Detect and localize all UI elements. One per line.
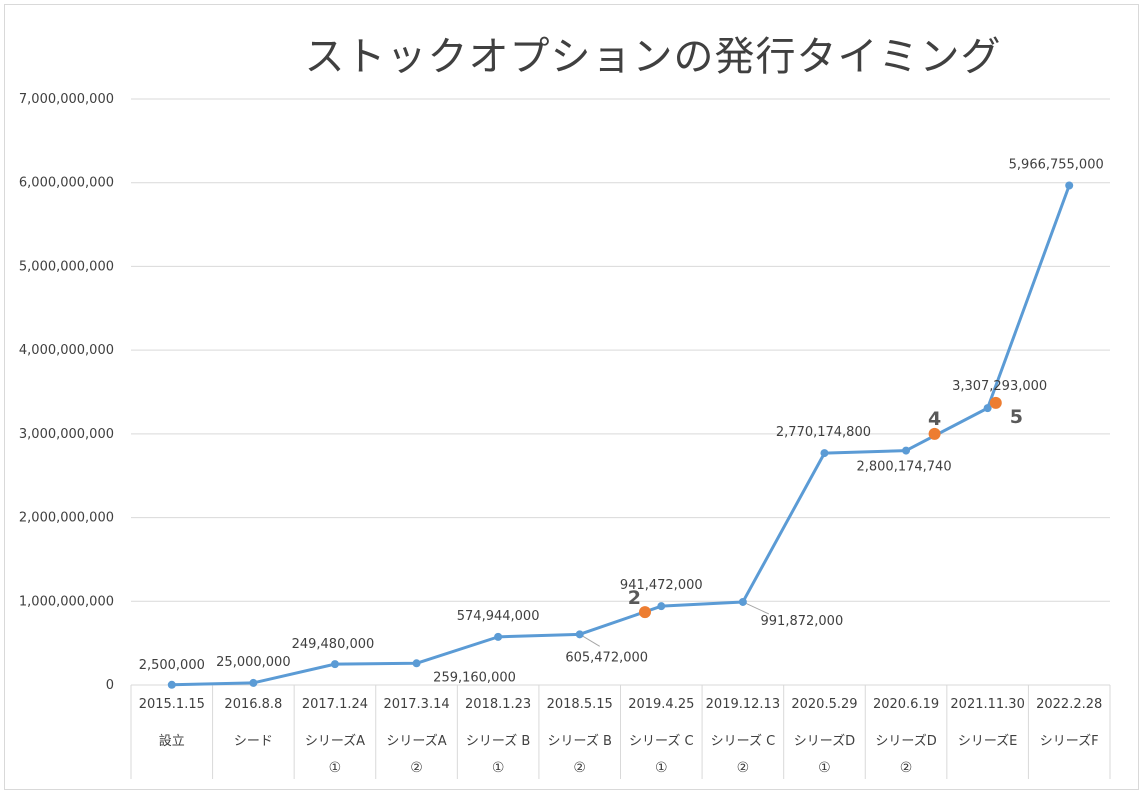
data-label: 259,160,000 (433, 670, 516, 685)
data-point (330, 660, 339, 669)
y-tick-label: 4,000,000,000 (19, 343, 114, 358)
highlight-point (928, 427, 941, 440)
x-tick-round: ② (573, 760, 586, 776)
data-label: 2,770,174,800 (776, 425, 871, 440)
x-tick-date: 2018.1.23 (465, 697, 531, 712)
data-point (412, 659, 421, 668)
x-tick-date: 2021.11.30 (950, 697, 1024, 712)
data-point (575, 630, 584, 639)
data-point (494, 632, 503, 641)
x-tick-series: シリーズD (794, 733, 855, 749)
x-tick-date: 2018.5.15 (547, 697, 613, 712)
highlight-label: 5 (1010, 406, 1023, 428)
chart-frame (4, 4, 1139, 790)
data-point (983, 404, 992, 413)
x-tick-series: シリーズ C (711, 733, 776, 749)
data-label: 941,472,000 (620, 578, 703, 593)
data-label: 25,000,000 (216, 655, 290, 670)
gridlines (131, 98, 1110, 602)
data-point (1065, 181, 1074, 190)
highlight-point (989, 396, 1002, 409)
x-tick-series: シリーズ C (629, 733, 694, 749)
x-tick-date: 2017.3.14 (383, 697, 449, 712)
x-tick-date: 2017.1.24 (302, 697, 368, 712)
highlight-label: 4 (928, 408, 941, 430)
x-tick-series: シリーズ B (466, 733, 530, 749)
x-tick-date: 2016.8.8 (224, 697, 282, 712)
y-tick-label: 6,000,000,000 (19, 176, 114, 191)
leader-line (742, 601, 770, 615)
data-label: 3,307,293,000 (952, 379, 1047, 394)
data-point (657, 602, 666, 611)
x-tick-round: ① (655, 760, 668, 776)
y-tick-label: 2,000,000,000 (19, 511, 114, 526)
category-table: 2015.1.15 設立 2016.8.8 シード 2017.1.24 シリーズA ① 201… (130, 684, 1111, 779)
data-label: 2,500,000 (139, 658, 205, 673)
data-point (902, 446, 911, 455)
highlight-markers: 2 4 5 (628, 396, 1023, 619)
data-point (167, 680, 176, 689)
x-tick-series: シリーズA (386, 733, 446, 749)
x-tick-round: ② (900, 760, 913, 776)
data-label: 5,966,755,000 (1009, 157, 1104, 172)
y-tick-label: 7,000,000,000 (19, 92, 114, 107)
x-tick-date: 2020.6.19 (873, 697, 939, 712)
series-polyline (171, 184, 1071, 687)
data-label: 2,800,174,740 (856, 460, 951, 475)
x-tick-date: 2022.2.28 (1036, 697, 1102, 712)
x-tick-series: シリーズD (875, 733, 936, 749)
highlight-point (638, 606, 651, 619)
x-tick-date: 2015.1.15 (139, 697, 205, 712)
y-tick-label: 5,000,000,000 (19, 259, 114, 274)
x-tick-round: ① (818, 760, 831, 776)
x-tick-series: シリーズA (305, 733, 365, 749)
x-tick-date: 2020.5.29 (791, 697, 857, 712)
y-axis: 0 1,000,000,000 2,000,000,000 3,000,000,000… (19, 92, 114, 693)
x-tick-date: 2019.12.13 (706, 697, 780, 712)
data-points (167, 181, 1074, 689)
data-point (820, 449, 829, 458)
data-label: 605,472,000 (565, 650, 648, 665)
data-label: 991,872,000 (761, 614, 844, 629)
data-label: 574,944,000 (457, 609, 540, 624)
x-tick-series: シリーズF (1040, 733, 1099, 749)
data-label: 249,480,000 (292, 637, 375, 652)
data-point (249, 678, 258, 687)
y-tick-label: 3,000,000,000 (19, 427, 114, 442)
x-tick-series: 設立 (159, 733, 185, 749)
x-tick-round: ① (329, 760, 342, 776)
chart-title: ストックオプションの発行タイミング (304, 34, 1002, 80)
x-tick-series: シリーズ B (548, 733, 612, 749)
x-tick-round: ② (737, 760, 750, 776)
y-tick-label: 0 (106, 678, 114, 693)
highlight-label: 2 (628, 587, 641, 609)
x-tick-series: シード (234, 734, 273, 749)
y-tick-label: 1,000,000,000 (19, 594, 114, 609)
x-tick-round: ② (410, 760, 423, 776)
x-tick-round: ① (492, 760, 505, 776)
x-tick-date: 2019.4.25 (628, 697, 694, 712)
data-point (738, 597, 747, 606)
series-line (171, 184, 1071, 687)
x-tick-series: シリーズE (958, 733, 1018, 749)
